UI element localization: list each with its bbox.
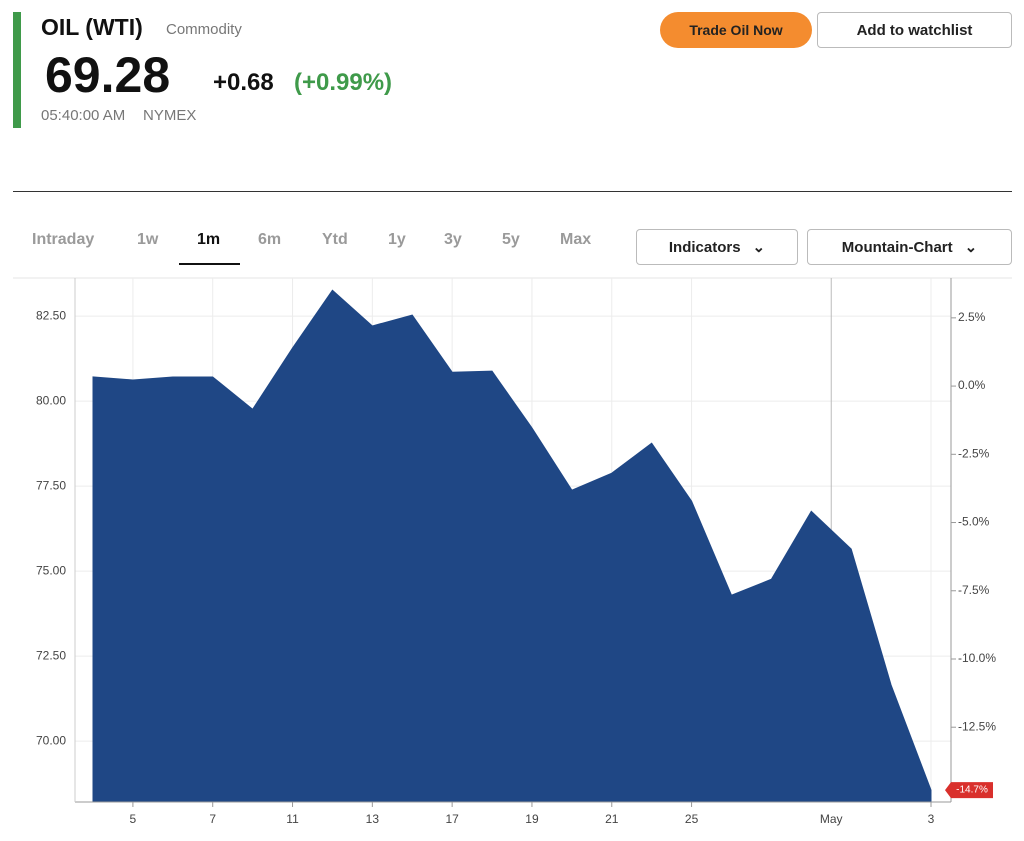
x-tick-label: 13	[366, 812, 380, 826]
x-tick-label: 19	[525, 812, 539, 826]
y-tick-label: 77.50	[36, 478, 66, 492]
x-tick-label: 11	[286, 812, 299, 826]
x-tick-label: 17	[445, 812, 459, 826]
y2-tick-label: -10.0%	[958, 651, 996, 665]
x-tick-label: 3	[928, 812, 935, 826]
indicators-dropdown[interactable]: Indicators ⌄	[636, 229, 798, 265]
y2-tick-label: -7.5%	[958, 583, 990, 597]
status-bar	[13, 12, 21, 128]
tab-underline	[179, 263, 240, 265]
y-tick-label: 70.00	[36, 733, 66, 747]
x-tick-label: 5	[130, 812, 137, 826]
range-tab[interactable]: Max	[560, 231, 592, 248]
watchlist-button[interactable]: Add to watchlist	[817, 12, 1012, 48]
y-tick-label: 72.50	[36, 648, 66, 662]
price: 69.28	[45, 47, 171, 103]
range-tab[interactable]: 1y	[388, 231, 406, 248]
exchange: NYMEX	[143, 107, 197, 124]
y-tick-label: 80.00	[36, 393, 66, 407]
end-badge: -14.7%	[956, 785, 988, 796]
y2-tick-label: 0.0%	[958, 378, 986, 392]
change: +0.68	[213, 69, 274, 96]
y-tick-label: 75.00	[36, 563, 66, 577]
x-tick-label: 25	[685, 812, 699, 826]
area	[92, 289, 932, 803]
kind: Commodity	[166, 21, 242, 38]
dropdown-label: Mountain-Chart	[841, 238, 953, 256]
chevron: ⌄	[964, 239, 978, 256]
range-tab[interactable]: 1w	[137, 231, 159, 248]
y2-tick-label: -2.5%	[958, 446, 990, 460]
time: 05:40:00 AM	[41, 107, 126, 124]
chart-type-dropdown[interactable]: Mountain-Chart ⌄	[807, 229, 1012, 265]
x-tick-label: 21	[605, 812, 619, 826]
dropdown-label: Indicators	[668, 238, 741, 256]
range-tab[interactable]: Intraday	[32, 231, 95, 248]
end-badge-bg	[945, 782, 993, 799]
x-tick-label: 7	[209, 812, 216, 826]
range-tab[interactable]: 5y	[502, 231, 520, 248]
range-tab[interactable]: Ytd	[322, 231, 348, 248]
change-percent: (+0.99%)	[294, 69, 393, 96]
trade-button[interactable]: Trade Oil Now	[660, 12, 812, 48]
divider	[13, 191, 1012, 192]
y-tick-label: 82.50	[36, 308, 66, 322]
range-tab[interactable]: 3y	[444, 231, 462, 248]
y2-tick-label: -5.0%	[958, 515, 990, 529]
range-tab[interactable]: 6m	[258, 231, 282, 248]
y2-tick-label: 2.5%	[958, 310, 986, 324]
symbol: OIL (WTI)	[41, 14, 143, 40]
month-label: May	[820, 812, 843, 826]
range-tab[interactable]: 1m	[197, 231, 221, 248]
chevron: ⌄	[752, 239, 766, 256]
y2-tick-label: -12.5%	[958, 719, 996, 733]
